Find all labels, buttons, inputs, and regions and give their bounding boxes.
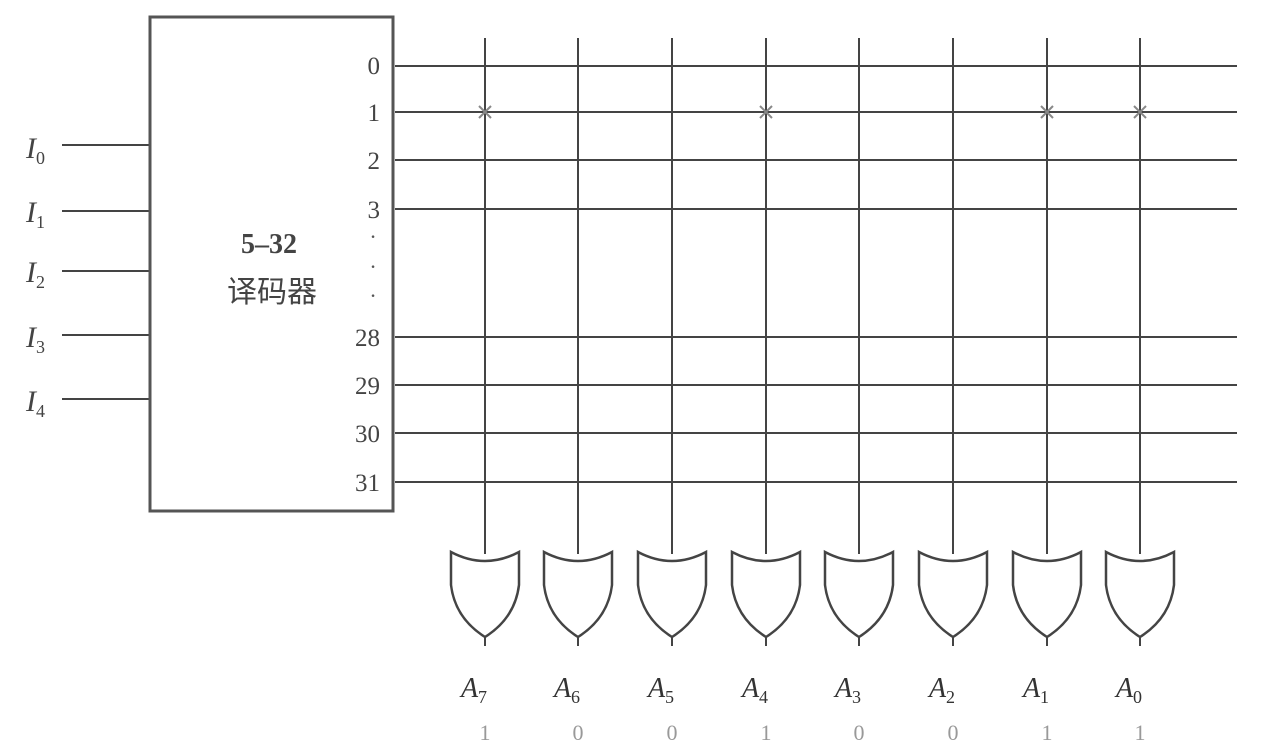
or-gate-a7 [449, 549, 521, 646]
or-gate-a6 [542, 549, 614, 646]
output-bit-a3: 0 [854, 720, 865, 745]
word-line-number-29: 29 [355, 373, 380, 400]
word-line-number-30: 30 [355, 421, 380, 448]
output-bit-a2: 0 [948, 720, 959, 745]
input-label-i4: I4 [25, 385, 45, 421]
output-bit-a4: 1 [761, 720, 772, 745]
decoder-title: 5–32 [241, 229, 297, 260]
word-line-numbers: 0 1 2 3 28 29 30 31 · · · [355, 53, 380, 497]
input-label-i2: I2 [25, 256, 45, 292]
programmed-connections [478, 105, 1147, 119]
or-gate-a1 [1011, 549, 1083, 646]
output-bit-a0: 1 [1135, 720, 1146, 745]
ellipsis-dot-1: · [369, 224, 376, 249]
or-gate-a3 [823, 549, 895, 646]
input-labels: I0 I1 I2 I3 I4 [25, 132, 45, 421]
output-bit-a7: 1 [480, 720, 491, 745]
output-label-a3: A3 [833, 673, 861, 707]
input-label-i1: I1 [25, 196, 45, 232]
connection-cross-a4 [759, 105, 773, 119]
connection-cross-a0 [1133, 105, 1147, 119]
input-label-i0: I0 [25, 132, 45, 168]
connection-cross-a1 [1040, 105, 1054, 119]
input-lines [62, 144, 150, 400]
output-bit-a5: 0 [667, 720, 678, 745]
output-label-a7: A7 [459, 673, 487, 707]
input-label-i3: I3 [25, 321, 45, 357]
or-gate-a2 [917, 549, 989, 646]
output-label-a2: A2 [927, 673, 955, 707]
word-line-number-0: 0 [368, 53, 381, 80]
output-label-a5: A5 [646, 673, 674, 707]
word-line-number-2: 2 [368, 148, 381, 175]
word-line-number-1: 1 [368, 100, 381, 127]
output-label-a6: A6 [552, 673, 580, 707]
word-line-number-31: 31 [355, 470, 380, 497]
word-line-number-3: 3 [368, 197, 381, 224]
output-bit-a1: 1 [1042, 720, 1053, 745]
connection-cross-a7 [478, 105, 492, 119]
output-labels: A7 A6 A5 A4 A3 A2 A1 A0 [459, 673, 1142, 707]
decoder-box [148, 15, 395, 513]
output-bits: 1 0 0 1 0 0 1 1 [480, 720, 1146, 745]
or-gate-a5 [636, 549, 708, 646]
output-label-a4: A4 [740, 673, 768, 707]
decoder-subtitle: 译码器 [227, 275, 317, 310]
bit-lines [484, 38, 1141, 554]
or-gates [449, 549, 1176, 646]
or-gate-a4 [730, 549, 802, 646]
output-bit-a6: 0 [573, 720, 584, 745]
word-line-number-28: 28 [355, 325, 380, 352]
word-lines [395, 65, 1237, 483]
ellipsis-dot-3: · [369, 283, 376, 308]
or-gate-a0 [1104, 549, 1176, 646]
ellipsis-dot-2: · [369, 254, 376, 279]
output-label-a0: A0 [1114, 673, 1142, 707]
output-label-a1: A1 [1021, 673, 1049, 707]
